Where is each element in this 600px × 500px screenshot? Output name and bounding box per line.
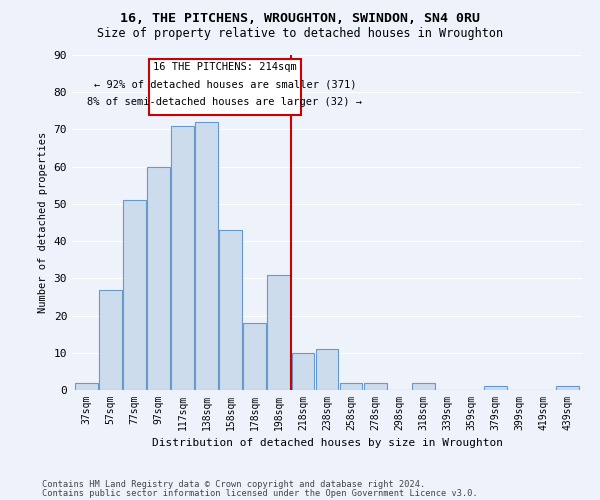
Bar xyxy=(220,230,242,390)
Bar xyxy=(123,200,146,390)
Bar xyxy=(75,382,98,390)
Bar xyxy=(195,122,218,390)
Text: 16 THE PITCHENS: 214sqm: 16 THE PITCHENS: 214sqm xyxy=(153,62,296,72)
Bar xyxy=(340,382,362,390)
Bar xyxy=(147,166,170,390)
Text: Contains public sector information licensed under the Open Government Licence v3: Contains public sector information licen… xyxy=(42,489,478,498)
Bar xyxy=(268,274,290,390)
Bar xyxy=(556,386,579,390)
Bar xyxy=(99,290,122,390)
Text: ← 92% of detached houses are smaller (371): ← 92% of detached houses are smaller (37… xyxy=(94,79,356,89)
Bar xyxy=(412,382,434,390)
Text: 16, THE PITCHENS, WROUGHTON, SWINDON, SN4 0RU: 16, THE PITCHENS, WROUGHTON, SWINDON, SN… xyxy=(120,12,480,26)
Y-axis label: Number of detached properties: Number of detached properties xyxy=(38,132,48,313)
Bar xyxy=(292,353,314,390)
Bar xyxy=(484,386,507,390)
Text: 8% of semi-detached houses are larger (32) →: 8% of semi-detached houses are larger (3… xyxy=(87,97,362,107)
Text: Size of property relative to detached houses in Wroughton: Size of property relative to detached ho… xyxy=(97,28,503,40)
Bar xyxy=(364,382,386,390)
Bar xyxy=(316,349,338,390)
FancyBboxPatch shape xyxy=(149,58,301,114)
Text: Contains HM Land Registry data © Crown copyright and database right 2024.: Contains HM Land Registry data © Crown c… xyxy=(42,480,425,489)
Bar xyxy=(171,126,194,390)
Bar xyxy=(244,323,266,390)
X-axis label: Distribution of detached houses by size in Wroughton: Distribution of detached houses by size … xyxy=(151,438,503,448)
